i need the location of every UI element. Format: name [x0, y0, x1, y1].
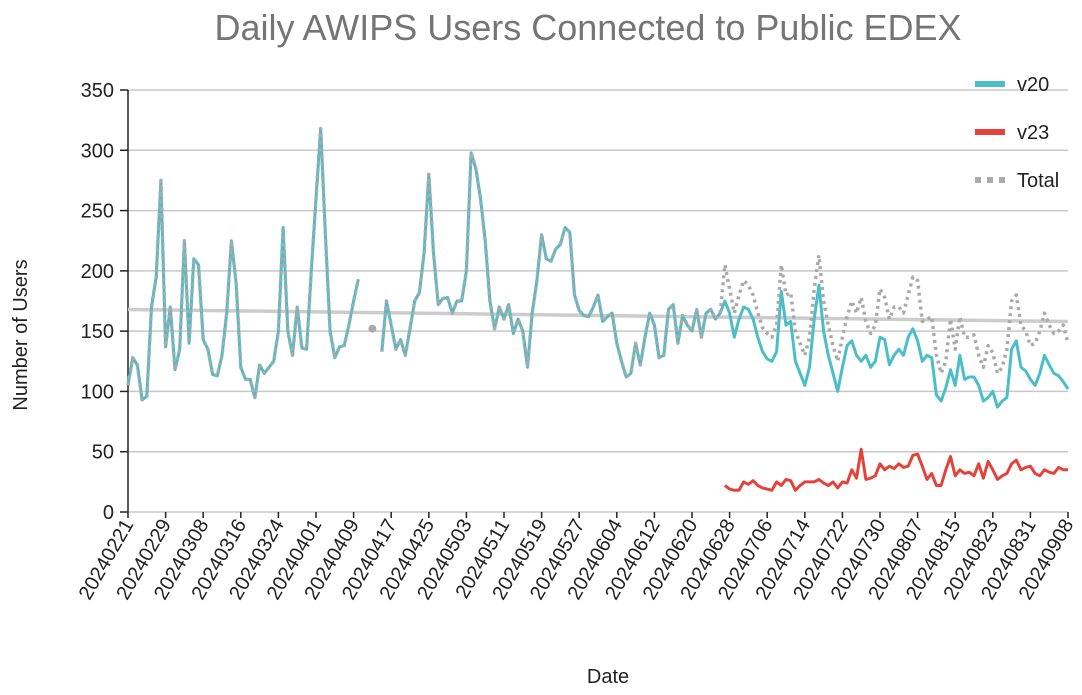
y-tick-label: 300: [81, 140, 114, 162]
legend-label: v20: [1017, 74, 1049, 96]
y-tick-label: 350: [81, 80, 114, 102]
x-axis-label: Date: [587, 666, 629, 688]
legend-label: v23: [1017, 122, 1049, 144]
y-tick-label: 150: [81, 321, 114, 343]
y-tick-label: 250: [81, 201, 114, 223]
chart-title: Daily AWIPS Users Connected to Public ED…: [215, 7, 962, 48]
series-line: [723, 447, 1068, 492]
y-tick-label: 0: [103, 502, 114, 524]
y-tick-label: 100: [81, 381, 114, 403]
series-line: [126, 126, 1070, 402]
point: [368, 324, 377, 333]
y-tick-label: 50: [92, 442, 114, 464]
y-tick-label: 200: [81, 261, 114, 283]
legend-label: Total: [1017, 170, 1059, 192]
trendline: [127, 307, 1069, 324]
series-line: [126, 127, 1070, 409]
y-axis-label: Number of Users: [10, 259, 32, 410]
